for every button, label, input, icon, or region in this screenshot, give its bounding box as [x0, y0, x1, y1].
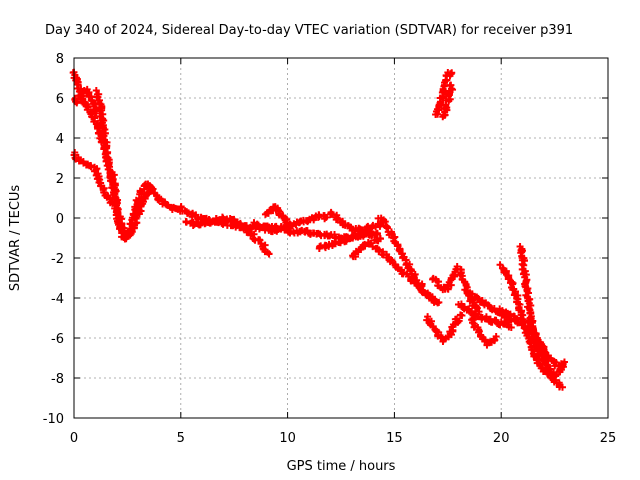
data-point: [491, 336, 499, 344]
data-point: [289, 228, 297, 236]
data-point: [458, 312, 466, 320]
series-track-r: [439, 81, 457, 121]
data-point: [92, 109, 100, 117]
y-axis-label: SDTVAR / TECUs: [8, 185, 23, 292]
data-point: [453, 262, 461, 270]
chart-title: Day 340 of 2024, Sidereal Day-to-day VTE…: [45, 23, 573, 38]
data-point: [334, 215, 342, 223]
y-tick-label: -10: [43, 412, 64, 427]
y-tick-label: -8: [51, 372, 64, 387]
data-point: [73, 97, 81, 105]
x-tick-label: 0: [70, 431, 78, 446]
series-track-o: [429, 262, 483, 316]
data-point: [103, 162, 111, 170]
series-track-g: [182, 213, 273, 258]
series-track-u: [468, 315, 500, 349]
series-track-i: [261, 203, 291, 227]
data-point: [376, 234, 384, 242]
data-point: [448, 69, 456, 77]
data-point: [541, 359, 549, 367]
data-point: [321, 215, 329, 223]
series-track-p: [423, 311, 466, 346]
data-point: [373, 229, 381, 237]
series-track-q: [432, 69, 456, 118]
series-track-n: [369, 243, 443, 307]
data-point: [504, 275, 512, 283]
plot-frame: [73, 57, 609, 419]
series-track-k: [327, 208, 385, 235]
data-point: [91, 167, 99, 175]
y-tick-label: 4: [56, 132, 64, 147]
data-point: [492, 332, 500, 340]
series-track-j: [315, 229, 382, 253]
x-tick-label: 20: [493, 431, 510, 446]
y-tick-label: -4: [51, 292, 64, 307]
series-track-e: [108, 168, 154, 241]
data-point: [146, 187, 154, 195]
data-point: [375, 246, 383, 254]
data-point: [453, 315, 461, 323]
y-tick-label: -6: [51, 332, 64, 347]
data-point: [560, 358, 568, 366]
x-tick-label: 25: [600, 431, 617, 446]
data-point: [283, 219, 291, 227]
data-point: [177, 203, 185, 211]
y-tick-label: 0: [56, 212, 64, 227]
series-track-h: [250, 211, 330, 233]
data-point: [556, 365, 564, 373]
series-track-l: [349, 234, 384, 261]
data-point: [507, 323, 515, 331]
y-tick-labels: -10 -8 -6 -4 -2 0 2 4 6 8: [43, 52, 64, 427]
x-axis-label: GPS time / hours: [287, 459, 396, 474]
data-point: [240, 225, 248, 233]
y-tick-label: 8: [56, 52, 64, 67]
x-tick-label: 5: [177, 431, 185, 446]
data-point: [435, 298, 443, 306]
series-track-d: [92, 87, 113, 170]
data-point: [92, 87, 100, 95]
y-tick-label: 6: [56, 92, 64, 107]
data-point: [558, 383, 566, 391]
data-point: [87, 162, 95, 170]
series-track-z: [496, 305, 550, 367]
data-point: [115, 216, 123, 224]
data-point: [447, 81, 455, 89]
data-point: [151, 189, 159, 197]
x-tick-labels: 0 5 10 15 20 25: [70, 431, 616, 446]
data-point: [407, 277, 415, 285]
data-point: [367, 239, 375, 247]
y-tick-label: 2: [56, 172, 64, 187]
data-point: [261, 241, 269, 249]
y-tick-label: -2: [51, 252, 64, 267]
x-tick-label: 15: [386, 431, 403, 446]
data-points: [69, 68, 568, 391]
data-point: [449, 272, 457, 280]
x-tick-label: 10: [279, 431, 296, 446]
data-point: [509, 286, 517, 294]
series-track-s: [454, 300, 515, 331]
data-point: [265, 250, 273, 258]
data-point: [449, 86, 457, 94]
